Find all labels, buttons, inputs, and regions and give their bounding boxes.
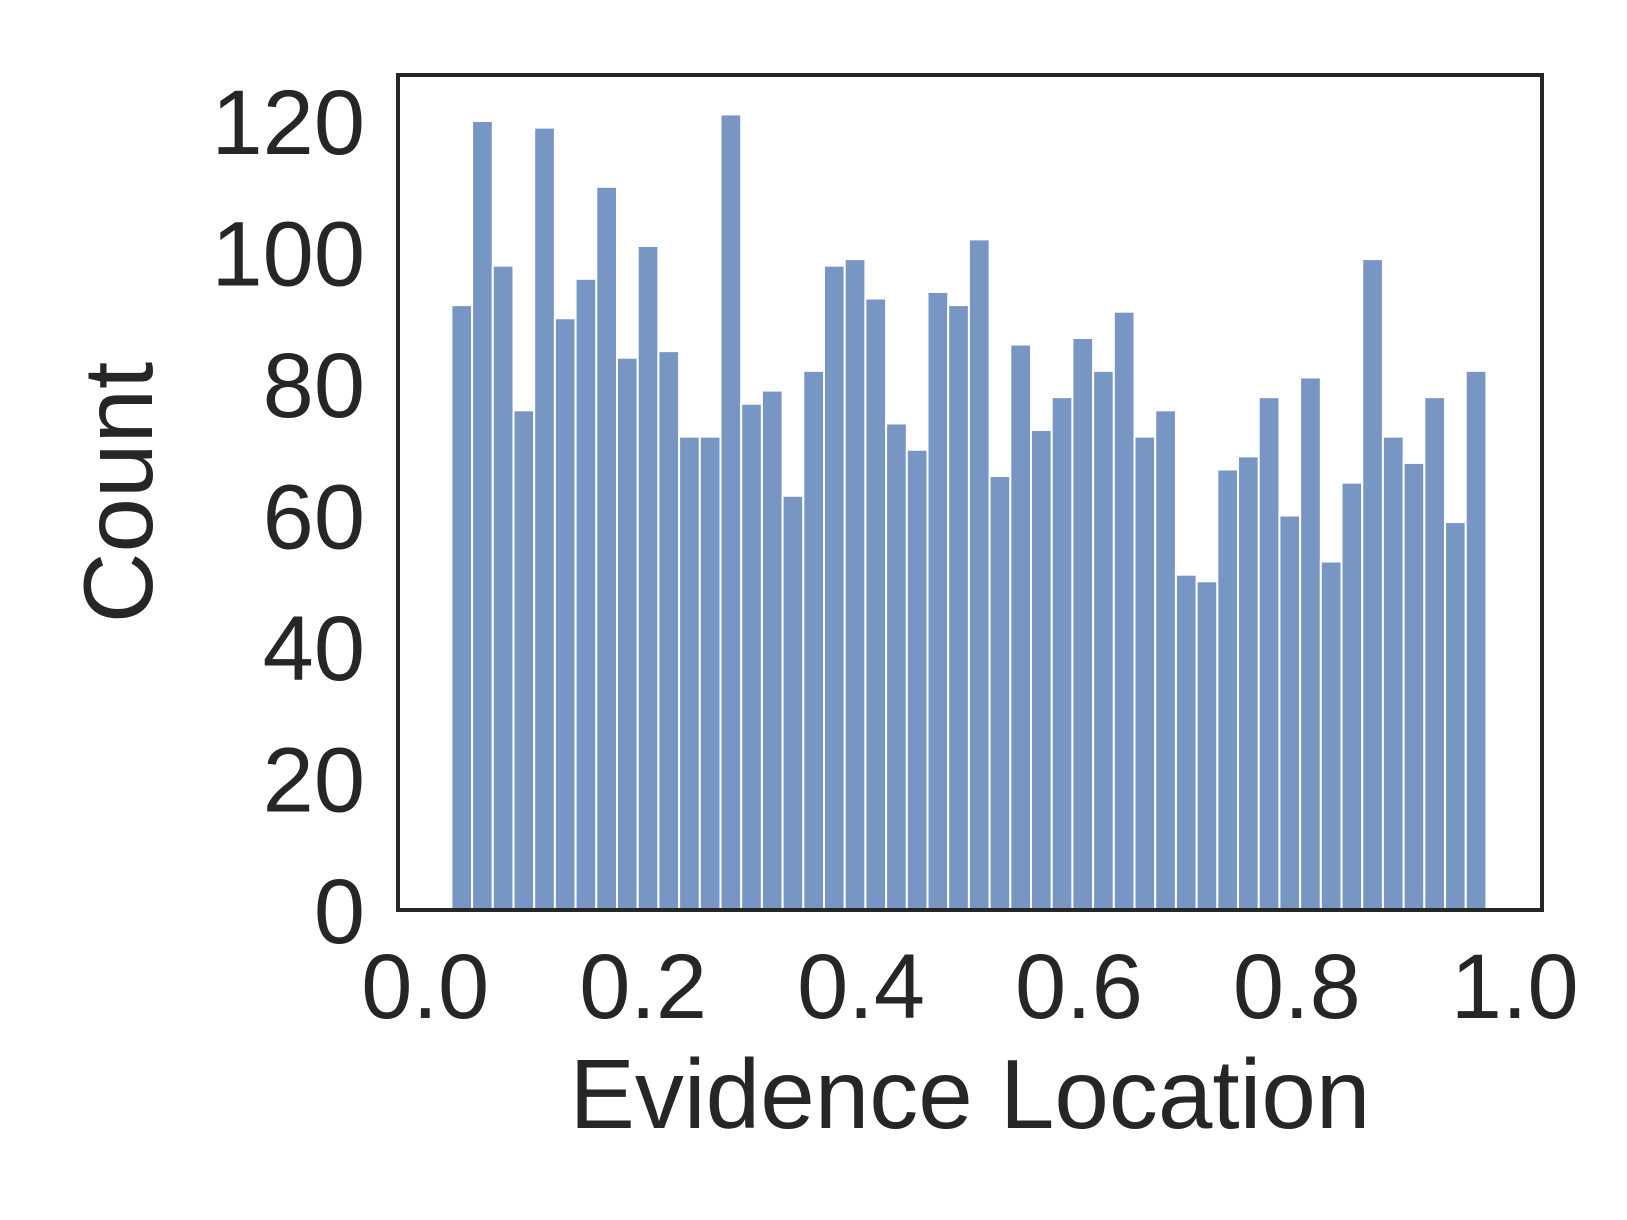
histogram-bar [1402,461,1426,911]
histogram-bar [1174,573,1198,912]
histogram-bar [1050,396,1074,911]
histogram-bar [781,494,805,911]
histogram-bar [698,435,722,911]
histogram-bar [491,264,515,911]
histogram-bar [657,350,681,911]
histogram-bar [1361,258,1384,911]
y-tick-label: 80 [263,335,365,437]
histogram-bar [1154,409,1177,911]
histogram-bar [1030,429,1053,911]
histogram-bar [802,369,826,911]
x-axis-title: Evidence Location [570,1039,1371,1149]
histogram-bar [615,356,639,911]
y-tick-label: 60 [263,467,365,569]
histogram-bar [1009,343,1033,911]
histogram-bar [636,244,660,911]
plot-frame [396,73,1544,912]
histogram-bar [1381,435,1405,911]
histogram-bar [1278,514,1302,912]
histogram-bar [595,185,618,911]
y-tick-label: 120 [212,72,366,174]
histogram-bar [760,389,784,911]
histogram-bar [1071,336,1095,911]
y-tick-label: 100 [212,204,366,306]
x-tick-labels: 0.0 0.2 0.4 0.6 0.8 1.0 [361,936,1578,1038]
histogram-bar [1423,396,1447,911]
histogram-bar [885,422,908,911]
histogram-bar [1195,580,1219,911]
histogram-bar [1319,560,1343,912]
histogram-bar [553,317,577,912]
y-tick-label: 40 [263,598,365,700]
x-tick-label: 0.8 [1233,936,1361,1038]
histogram-bar [1464,369,1488,911]
histogram-bar [926,290,950,911]
histogram-bar [1216,468,1240,911]
histogram-bar [947,304,970,911]
histogram-bar [1133,435,1157,911]
histogram-bar [967,238,991,912]
x-tick-label: 0.6 [1015,936,1143,1038]
histogram-bar [740,402,763,911]
histogram-bar [512,409,536,911]
y-axis-title: Count [63,362,173,624]
histogram-bar [905,448,929,911]
y-tick-label: 20 [263,730,365,832]
histogram-bar [678,435,701,911]
histogram-bar [533,126,556,911]
x-tick-label: 0.0 [361,936,489,1038]
x-tick-label: 0.2 [579,936,707,1038]
histogram-bar [1257,396,1281,911]
histogram-bar [1092,369,1115,911]
bars-layer [450,113,1488,912]
histogram-bar [843,258,867,911]
histogram-bar [1444,521,1467,911]
histogram-bar [574,277,598,911]
x-tick-label: 1.0 [1451,936,1579,1038]
histogram-bar [1237,455,1260,911]
histogram-bar [471,120,494,911]
histogram-bar [1112,310,1136,911]
histogram-bar [450,304,474,911]
y-tick-label: 0 [314,861,365,963]
histogram-bar [1299,376,1322,912]
histogram-bar [719,113,743,912]
histogram-bar [864,297,888,911]
histogram-bar [823,264,846,911]
histogram-bar [1340,481,1364,911]
y-tick-labels: 0 20 40 60 80 100 120 [212,72,366,963]
histogram-bar [988,475,1012,911]
x-tick-label: 0.4 [797,936,925,1038]
